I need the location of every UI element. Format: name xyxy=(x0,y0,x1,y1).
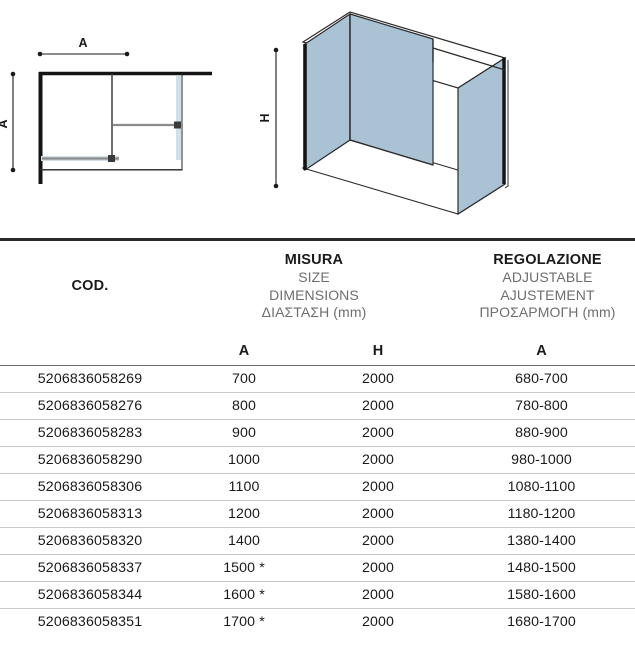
header-subcell-size-a: A xyxy=(180,331,308,366)
specification-table: COD. MISURA SIZE DIMENSIONS ΔΙΑΣΤΑΣΗ (mm… xyxy=(0,238,635,636)
iso-glass-panel-main-front xyxy=(349,13,434,166)
header-size-line-2: SIZE xyxy=(298,269,330,286)
header-cell-size: MISURA SIZE DIMENSIONS ΔΙΑΣΤΑΣΗ (mm) xyxy=(180,238,448,332)
table-cell-cod: 5206836058306 xyxy=(0,473,180,501)
plan-dimension-label-vertical: A xyxy=(0,119,10,128)
table-cell-cod: 5206836058320 xyxy=(0,527,180,555)
table-cell-size-h: 2000 xyxy=(308,527,448,555)
table-row: 5206836058337 1500 * 2000 1480-1500 xyxy=(0,554,635,582)
table-cell-cod: 5206836058290 xyxy=(0,446,180,474)
table-cell-size-a: 1400 xyxy=(180,527,308,555)
table-row: 5206836058276 800 2000 780-800 xyxy=(0,392,635,420)
header-cell-cod: COD. xyxy=(0,238,180,332)
table-cell-size-h: 2000 xyxy=(308,581,448,609)
table-cell-cod: 5206836058313 xyxy=(0,500,180,528)
table-row: 5206836058306 1100 2000 1080-1100 xyxy=(0,473,635,501)
table-cell-adjustment: 1680-1700 xyxy=(507,614,576,631)
table-cell-adjustment: 880-900 xyxy=(448,419,635,447)
table-row: 5206836058290 1000 2000 980-1000 xyxy=(0,446,635,474)
table-cell-size-h: 2000 xyxy=(308,554,448,582)
table-cell-cod: 5206836058283 xyxy=(0,419,180,447)
table-header: COD. MISURA SIZE DIMENSIONS ΔΙΑΣΤΑΣΗ (mm… xyxy=(0,238,635,366)
header-label-cod: COD. xyxy=(71,278,109,295)
plan-view-drawing: A A xyxy=(0,36,212,184)
iso-dimension-label-height: H xyxy=(258,113,272,122)
iso-panel-bottom-edge xyxy=(349,139,434,166)
table-row: 5206836058283 900 2000 880-900 xyxy=(0,419,635,447)
table-cell-size-a: 1500 * xyxy=(180,554,308,582)
table-cell-size-a: 800 xyxy=(180,392,308,420)
table-cell-size-h: 2000 xyxy=(308,392,448,420)
table-cell-size-a: 1000 xyxy=(180,446,308,474)
table-cell-size-a: 1600 * xyxy=(180,581,308,609)
table-cell-size-a: 1700 * xyxy=(223,614,265,631)
header-size-line-1: MISURA xyxy=(284,251,344,268)
table-cell-cod: 5206836058351 xyxy=(37,614,143,631)
header-cell-adjustment: REGOLAZIONE ADJUSTABLE AJUSTEMENT ΠΡΟΣΑΡ… xyxy=(448,238,635,332)
table-cell-adjustment: 980-1000 xyxy=(448,446,635,474)
table-row: 5206836058320 1400 2000 1380-1400 xyxy=(0,527,635,555)
table-cell-cod: 5206836058344 xyxy=(0,581,180,609)
table-row: 5206836058344 1600 * 2000 1580-1600 xyxy=(0,581,635,609)
technical-drawings-area: A A xyxy=(0,0,635,238)
table-cell-adjustment: 1180-1200 xyxy=(448,500,635,528)
isometric-view-drawing: H xyxy=(258,11,509,216)
header-adjustment-line-4: ΠΡΟΣΑΡΜΟΓΗ (mm) xyxy=(479,303,616,320)
header-size-line-4: ΔΙΑΣΤΑΣΗ (mm) xyxy=(261,303,367,320)
table-row: 5206836058351 1700 * 2000 1680-1700 xyxy=(0,609,635,636)
table-cell-cod: 5206836058269 xyxy=(0,365,180,393)
iso-height-dimension: H xyxy=(258,47,279,189)
plan-bar-connector-lower xyxy=(108,155,115,162)
table-cell-adjustment: 780-800 xyxy=(448,392,635,420)
table-cell-size-a: 900 xyxy=(180,419,308,447)
table-cell-size-h: 2000 xyxy=(308,365,448,393)
table-body: 5206836058269 700 2000 680-700 5206836058276… xyxy=(0,365,635,636)
header-subcell-blank xyxy=(0,331,180,366)
plan-glass-panel-right xyxy=(176,76,181,160)
plan-dimension-label-horizontal: A xyxy=(78,36,87,50)
table-cell-size-a: 700 xyxy=(180,365,308,393)
plan-bar-connector-upper xyxy=(174,121,181,129)
header-size-line-3: DIMENSIONS xyxy=(269,286,359,303)
table-cell-size-h: 2000 xyxy=(308,446,448,474)
table-cell-adjustment: 1080-1100 xyxy=(448,473,635,501)
table-cell-adjustment: 1580-1600 xyxy=(448,581,635,609)
table-row: 5206836058269 700 2000 680-700 xyxy=(0,365,635,393)
table-cell-adjustment: 1480-1500 xyxy=(448,554,635,582)
table-row: 5206836058313 1200 2000 1180-1200 xyxy=(0,500,635,528)
table-cell-size-a: 1100 xyxy=(180,473,308,501)
table-header-row-main: COD. MISURA SIZE DIMENSIONS ΔΙΑΣΤΑΣΗ (mm… xyxy=(0,238,635,332)
plan-vertical-dimension: A xyxy=(0,71,16,173)
iso-panel-outer-edge xyxy=(504,60,509,189)
table-cell-size-h: 2000 xyxy=(362,614,394,631)
header-adjustment-line-2: ADJUSTABLE xyxy=(502,269,593,286)
table-cell-adjustment: 1380-1400 xyxy=(448,527,635,555)
table-cell-size-h: 2000 xyxy=(308,473,448,501)
header-adjustment-line-3: AJUSTEMENT xyxy=(500,286,595,303)
table-header-row-sub: A H A xyxy=(0,331,635,366)
specification-table-container: COD. MISURA SIZE DIMENSIONS ΔΙΑΣΤΑΣΗ (mm… xyxy=(0,238,635,636)
header-subcell-adjustment-a: A xyxy=(448,331,635,366)
table-cell-cod: 5206836058337 xyxy=(0,554,180,582)
table-cell-size-h: 2000 xyxy=(308,419,448,447)
iso-support-bar-horizontal xyxy=(432,47,506,71)
header-subcell-size-h: H xyxy=(308,331,448,366)
plan-horizontal-dimension: A xyxy=(37,36,130,57)
header-adjustment-line-1: REGOLAZIONE xyxy=(493,251,602,268)
table-cell-size-h: 2000 xyxy=(308,500,448,528)
table-cell-cod: 5206836058276 xyxy=(0,392,180,420)
table-cell-size-a: 1200 xyxy=(180,500,308,528)
table-cell-adjustment: 680-700 xyxy=(448,365,635,393)
